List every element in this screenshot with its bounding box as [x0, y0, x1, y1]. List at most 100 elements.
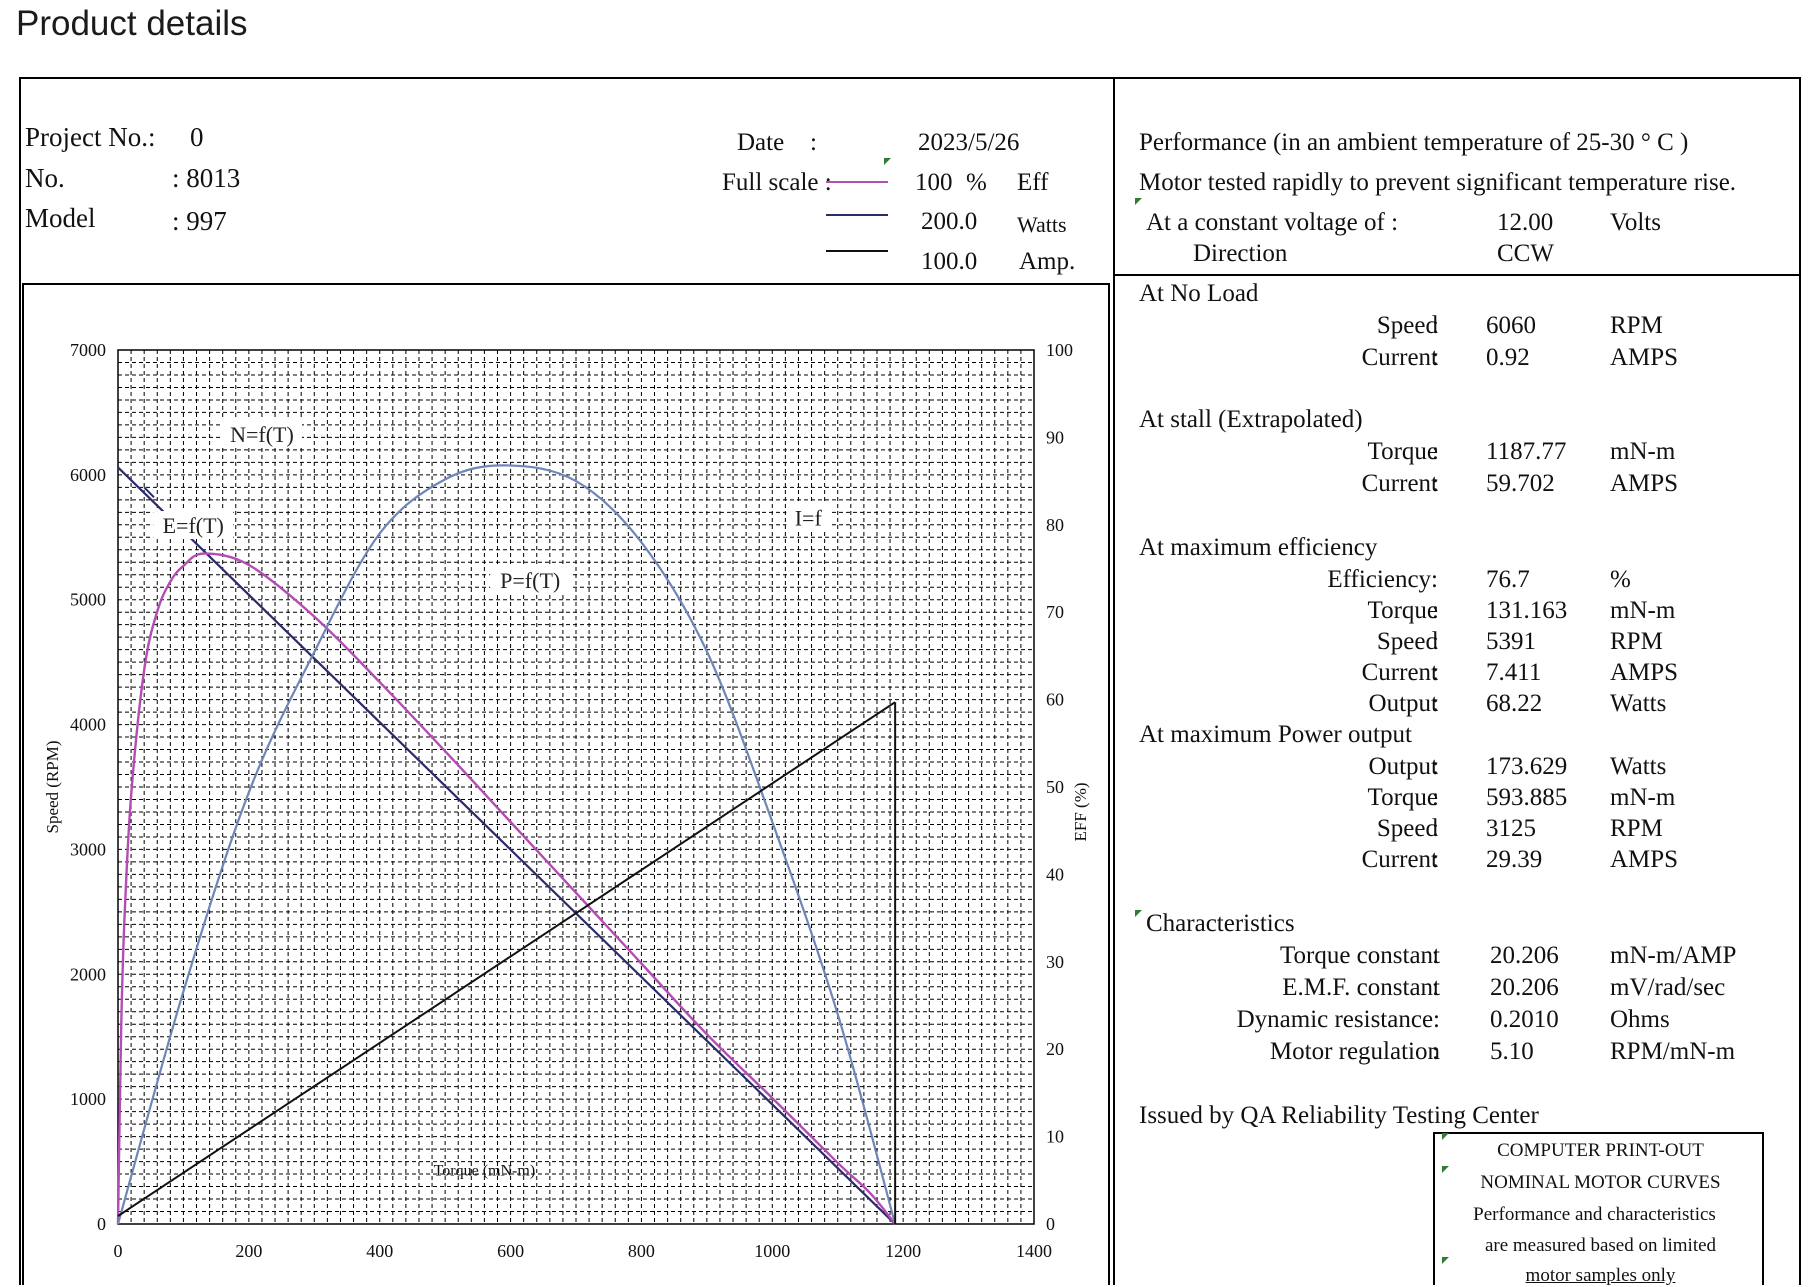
- char-unit: mN-m/AMP: [1610, 942, 1737, 969]
- y-right-tick-label: 30: [1046, 952, 1064, 972]
- char-label: Dynamic resistance:: [1236, 1006, 1440, 1033]
- row-unit: %: [1610, 566, 1631, 593]
- legend-value-watts: 200.0: [921, 208, 978, 235]
- direction-value: CCW: [1497, 240, 1554, 267]
- performance-note: Motor tested rapidly to prevent signific…: [1139, 169, 1737, 196]
- power-curve: [116, 464, 897, 1225]
- project-value: 0: [190, 122, 204, 152]
- row-value: 7.411: [1486, 659, 1542, 686]
- row-unit: AMPS: [1610, 344, 1679, 371]
- cell-comment-marker: [1442, 1166, 1449, 1173]
- y-right-tick-label: 90: [1046, 427, 1064, 447]
- performance-heading: Performance (in an ambient temperature o…: [1139, 129, 1689, 156]
- row-colon: :: [1432, 438, 1439, 465]
- annotation-efficiency: E=f(T): [163, 513, 224, 538]
- y-left-tick-label: 1000: [70, 1089, 106, 1109]
- page-title: Product details: [16, 4, 248, 43]
- y-left-tick-label: 0: [97, 1214, 106, 1234]
- row-label: Current: [1361, 470, 1438, 497]
- annotation-efficiency-bg: [153, 511, 234, 540]
- y-right-tick-label: 80: [1046, 515, 1064, 535]
- annotation-current: I=f: [795, 506, 823, 531]
- char-unit: RPM/mN-m: [1610, 1038, 1736, 1065]
- y-right-tick-label: 20: [1046, 1039, 1064, 1059]
- section-title: At maximum efficiency: [1139, 534, 1378, 561]
- annotation-speed: N=f(T): [230, 422, 294, 447]
- cell-comment-marker: [1135, 198, 1142, 205]
- row-unit: AMPS: [1610, 470, 1679, 497]
- row-unit: RPM: [1610, 815, 1663, 842]
- column-divider: [1113, 77, 1115, 1285]
- y-left-tick-label: 5000: [70, 590, 106, 610]
- row-unit: mN-m: [1610, 784, 1676, 811]
- row-label: Speed: [1376, 815, 1438, 842]
- x-tick-label: 400: [366, 1241, 393, 1261]
- row-label: Speed: [1376, 312, 1438, 339]
- x-tick-label: 1000: [754, 1241, 790, 1261]
- y-right-tick-label: 60: [1046, 690, 1064, 710]
- y-left-tick-label: 6000: [70, 465, 106, 485]
- fullscale-label: Full scale :: [722, 169, 832, 196]
- row-unit: AMPS: [1610, 659, 1679, 686]
- row-unit: mN-m: [1610, 438, 1676, 465]
- stamp-box: COMPUTER PRINT-OUT NOMINAL MOTOR CURVES …: [1433, 1132, 1764, 1286]
- voltage-unit: Volts: [1610, 209, 1661, 236]
- row-colon: :: [1432, 628, 1439, 655]
- y-right-tick-label: 10: [1046, 1127, 1064, 1147]
- row-colon: :: [1432, 659, 1439, 686]
- cell-comment-marker: [1442, 1257, 1449, 1264]
- section-title: At No Load: [1139, 280, 1259, 307]
- row-unit: Watts: [1610, 690, 1667, 717]
- row-label: Current: [1361, 659, 1438, 686]
- row-unit: AMPS: [1610, 846, 1679, 873]
- row-label: Current: [1361, 344, 1438, 371]
- y-left-tick-label: 4000: [70, 715, 106, 735]
- legend-value-eff: 100: [915, 169, 953, 196]
- row-label: Torque: [1367, 597, 1438, 624]
- annotation-power: P=f(T): [500, 568, 560, 593]
- annotation-speed-bg: [221, 419, 302, 448]
- row-colon: :: [1432, 344, 1439, 371]
- direction-label: Direction: [1193, 240, 1288, 267]
- char-value: 20.206: [1490, 974, 1559, 1001]
- row-colon: :: [1432, 784, 1439, 811]
- issued-by: Issued by QA Reliability Testing Center: [1139, 1102, 1539, 1129]
- stamp-line: COMPUTER PRINT-OUT: [1497, 1140, 1704, 1161]
- chart-frame: [22, 283, 1110, 1285]
- date-value: 2023/5/26: [918, 129, 1020, 156]
- datasheet-frame: [19, 77, 1801, 1285]
- model-label: Model: [25, 203, 96, 233]
- row-colon: :: [1432, 690, 1439, 717]
- characteristics-title: Characteristics: [1146, 910, 1295, 937]
- char-colon: :: [1432, 974, 1439, 1001]
- row-colon: :: [1432, 753, 1439, 780]
- row-value: 29.39: [1486, 846, 1543, 873]
- y-right-tick-label: 0: [1046, 1214, 1055, 1234]
- char-value: 0.2010: [1490, 1006, 1559, 1033]
- section-title: At maximum Power output: [1139, 721, 1412, 748]
- row-unit: RPM: [1610, 312, 1663, 339]
- y-left-tick-label: 2000: [70, 964, 106, 984]
- plot-area: [117, 349, 1035, 1225]
- row-value: 6060: [1486, 312, 1536, 339]
- date-label: Date: [737, 129, 785, 156]
- legend-swatch-amp: [826, 250, 888, 252]
- row-unit: Watts: [1610, 753, 1667, 780]
- char-label: Torque constant: [1279, 942, 1440, 969]
- row-value: 173.629: [1486, 753, 1568, 780]
- row-unit: RPM: [1610, 628, 1663, 655]
- legend-value-amp: 100.0: [921, 248, 978, 275]
- char-label: Motor regulation: [1269, 1038, 1440, 1065]
- cell-comment-marker: [1135, 910, 1142, 917]
- x-tick-label: 0: [114, 1241, 123, 1261]
- section-title: At stall (Extrapolated): [1139, 406, 1363, 433]
- legend-percent: %: [966, 169, 987, 196]
- row-colon: :: [1432, 815, 1439, 842]
- row-label: Efficiency:: [1327, 566, 1438, 593]
- y-left-axis-label: Speed (RPM): [43, 740, 62, 833]
- char-unit: mV/rad/sec: [1610, 974, 1726, 1001]
- row-label: Current: [1361, 846, 1438, 873]
- cell-comment-marker: [884, 158, 891, 165]
- row-label: Output: [1368, 690, 1438, 717]
